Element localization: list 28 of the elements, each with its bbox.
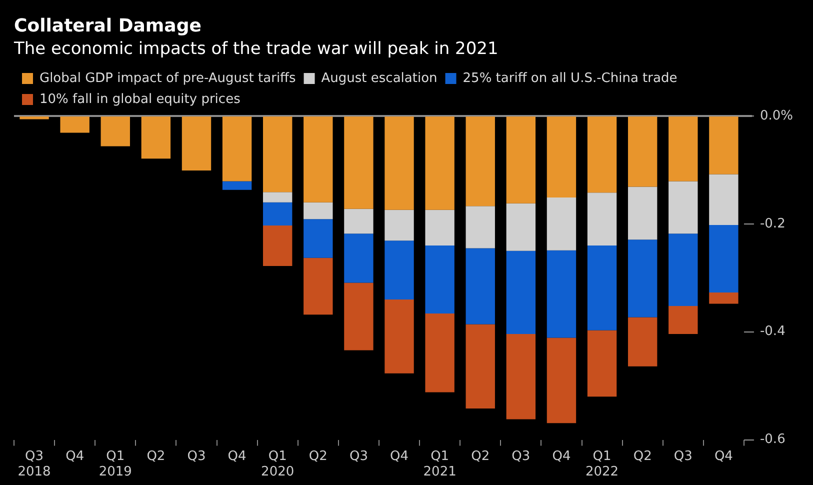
x-tick-label: Q1 2019 <box>98 448 132 480</box>
y-tick-label: -0.2 <box>760 216 786 232</box>
x-tick-label: Q3 <box>349 448 368 464</box>
legend-label: August escalation <box>321 70 438 86</box>
legend-label: 25% tariff on all U.S.-China trade <box>462 70 678 86</box>
x-tick-label: Q3 <box>187 448 206 464</box>
x-tick-label: Q1 2020 <box>261 448 294 480</box>
x-tick-label: Q2 <box>633 448 652 464</box>
legend-label: Global GDP impact of pre-August tariffs <box>40 70 296 86</box>
x-tick-label: Q4 <box>228 448 246 464</box>
legend-label: 10% fall in global equity prices <box>40 92 241 107</box>
chart-subtitle: The economic impacts of the trade war will peak in 2021 <box>13 39 498 60</box>
chart-title: Collateral Damage <box>14 15 202 36</box>
x-tick-label: Q4 <box>66 448 84 464</box>
y-tick-label: -0.4 <box>760 324 786 340</box>
x-tick-label: Q4 <box>552 448 571 464</box>
x-tick-label: Q3 <box>674 448 692 464</box>
x-tick-label: Q3 <box>512 448 530 464</box>
x-tick-label: Q4 <box>714 448 733 464</box>
x-tick-label: Q2 <box>146 448 166 464</box>
x-tick-label: Q1 2021 <box>423 448 456 480</box>
x-tick-label: Q2 <box>308 448 328 464</box>
x-tick-label: Q4 <box>390 448 409 464</box>
x-tick-label: Q3 2018 <box>18 448 51 480</box>
y-tick-label: -0.6 <box>760 432 786 448</box>
x-tick-label: Q2 <box>471 448 490 464</box>
x-tick-label: Q1 2022 <box>585 448 619 480</box>
y-tick-label: 0.0% <box>760 108 794 124</box>
